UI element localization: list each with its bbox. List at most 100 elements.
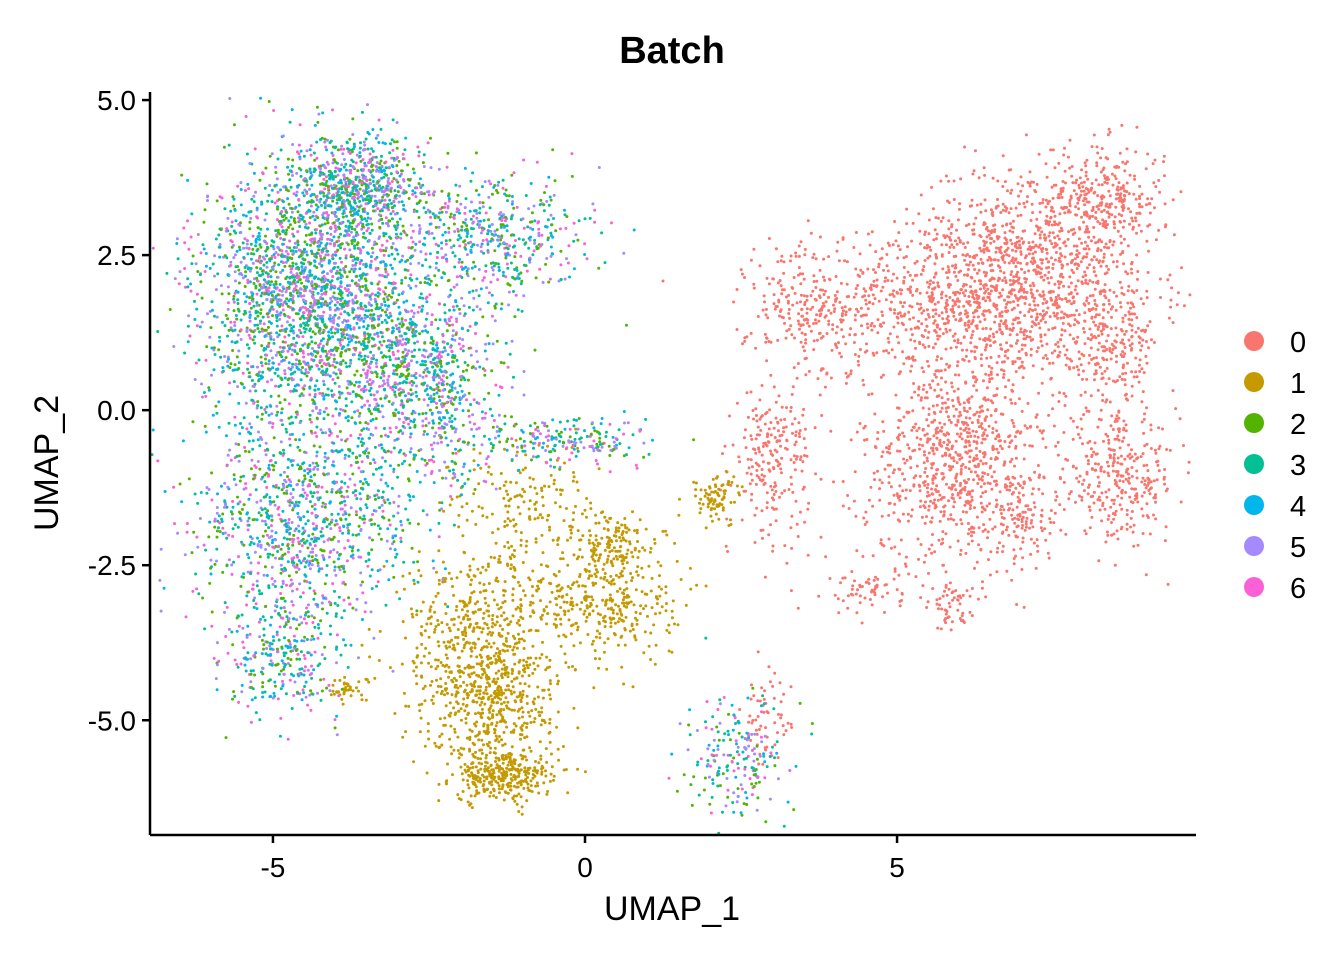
point-batch-0 (903, 312, 907, 316)
point-batch-0 (1111, 305, 1115, 309)
point-batch-0 (939, 357, 943, 361)
point-batch-1 (467, 601, 471, 605)
point-batch-0 (738, 460, 741, 464)
point-batch-0 (1013, 464, 1016, 468)
point-batch-1 (591, 639, 595, 643)
point-batch-1 (593, 564, 597, 568)
point-batch-0 (1092, 255, 1096, 259)
point-batch-0 (929, 520, 933, 524)
point-batch-0 (1075, 425, 1079, 429)
point-batch-0 (982, 244, 986, 248)
point-batch-0 (938, 603, 942, 607)
point-batch-0 (915, 259, 919, 263)
point-batch-0 (983, 198, 987, 202)
point-batch-0 (1068, 333, 1072, 337)
point-batch-0 (1084, 406, 1088, 410)
point-batch-1 (443, 716, 447, 720)
point-batch-0 (1138, 370, 1142, 373)
point-batch-1 (505, 766, 509, 770)
point-batch-0 (909, 285, 913, 289)
point-batch-0 (858, 422, 862, 425)
point-batch-1 (513, 758, 517, 762)
point-batch-0 (893, 355, 897, 359)
point-batch-0 (987, 364, 991, 368)
point-batch-0 (861, 555, 865, 558)
point-batch-0 (880, 247, 884, 251)
point-batch-0 (902, 266, 906, 269)
point-batch-0 (801, 460, 805, 464)
point-batch-0 (982, 250, 986, 254)
point-batch-0 (1155, 478, 1159, 482)
point-batch-0 (1125, 522, 1129, 526)
point-batch-1 (463, 626, 467, 630)
point-batch-1 (445, 779, 449, 783)
point-batch-0 (1094, 369, 1098, 373)
point-batch-0 (769, 373, 773, 377)
point-batch-0 (1154, 517, 1158, 521)
point-batch-0 (1031, 309, 1035, 312)
point-batch-0 (1048, 239, 1052, 243)
point-batch-0 (1132, 375, 1136, 379)
point-batch-0 (779, 284, 783, 288)
point-batch-0 (801, 413, 805, 417)
point-batch-0 (1083, 311, 1087, 315)
point-batch-0 (1141, 514, 1145, 518)
point-batch-0 (1128, 344, 1132, 348)
point-batch-1 (395, 590, 399, 594)
point-batch-0 (902, 415, 906, 419)
point-batch-0 (803, 318, 807, 322)
point-batch-0 (1094, 323, 1098, 327)
point-batch-1 (436, 658, 440, 662)
point-batch-0 (1077, 237, 1081, 241)
point-batch-0 (1083, 529, 1087, 533)
point-batch-0 (916, 302, 919, 306)
point-batch-0 (1001, 279, 1005, 282)
point-batch-0 (951, 304, 955, 308)
point-batch-1 (511, 598, 515, 602)
point-batch-0 (1127, 338, 1131, 342)
point-batch-0 (926, 359, 929, 363)
point-batch-0 (753, 513, 757, 517)
point-batch-0 (885, 264, 889, 268)
point-batch-0 (1017, 194, 1020, 198)
point-batch-0 (1033, 308, 1037, 312)
point-batch-0 (1104, 490, 1108, 494)
point-batch-0 (926, 256, 930, 260)
point-batch-0 (1169, 305, 1173, 309)
point-batch-0 (1107, 127, 1111, 131)
point-batch-0 (956, 387, 960, 391)
point-batch-0 (970, 204, 973, 208)
point-batch-0 (940, 296, 944, 300)
point-batch-0 (844, 313, 848, 317)
point-batch-1 (555, 674, 559, 678)
point-batch-0 (933, 319, 937, 323)
point-batch-0 (814, 321, 818, 325)
point-batch-1 (485, 623, 489, 627)
point-batch-0 (1104, 296, 1108, 300)
point-batch-0 (918, 229, 922, 233)
point-batch-1 (500, 787, 504, 791)
point-batch-0 (983, 348, 987, 352)
point-batch-1 (455, 605, 459, 608)
point-batch-0 (835, 290, 839, 294)
point-batch-0 (990, 229, 994, 233)
point-batch-0 (1130, 510, 1134, 513)
point-batch-0 (976, 482, 980, 485)
point-batch-0 (925, 396, 929, 400)
point-batch-0 (1123, 313, 1127, 317)
point-batch-1 (503, 649, 507, 653)
point-batch-0 (1074, 181, 1078, 185)
point-batch-0 (875, 278, 879, 282)
point-batch-0 (1114, 360, 1118, 364)
point-batch-0 (963, 323, 967, 327)
point-batch-0 (1067, 285, 1071, 289)
point-batch-0 (994, 420, 998, 424)
point-batch-0 (1099, 469, 1103, 473)
point-batch-0 (896, 321, 900, 325)
point-batch-0 (953, 266, 957, 270)
point-batch-1 (492, 641, 496, 645)
point-batch-0 (1101, 316, 1105, 320)
point-batch-0 (1100, 201, 1104, 205)
point-batch-0 (875, 585, 879, 589)
point-batch-0 (916, 393, 920, 397)
